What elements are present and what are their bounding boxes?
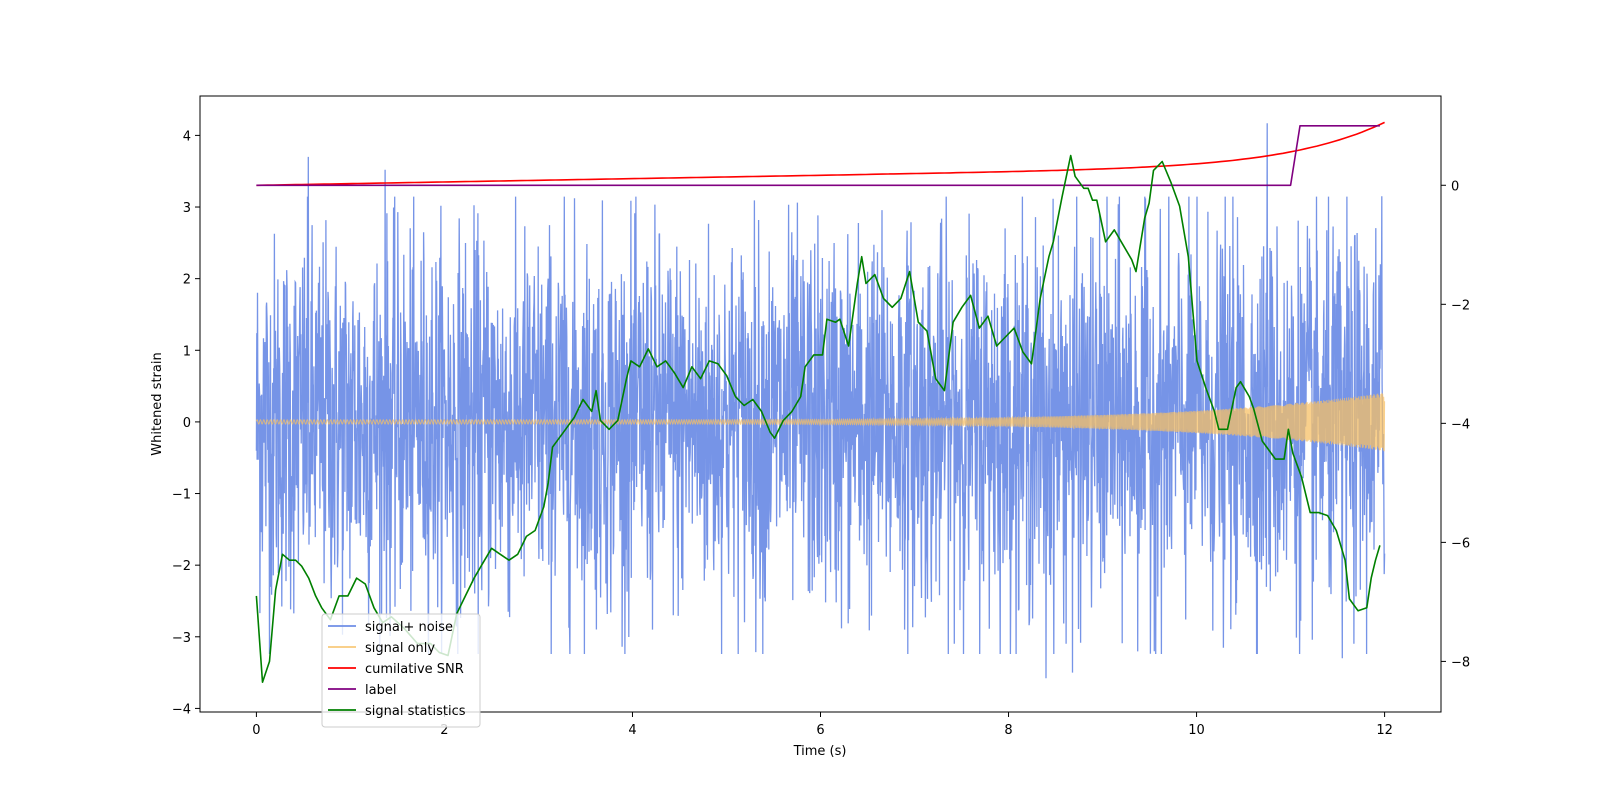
y2-tick-label: −4: [1451, 417, 1470, 432]
legend-entry-label: label: [365, 683, 396, 698]
legend-entry-label: signal statistics: [365, 704, 466, 719]
x-axis-label: Time (s): [793, 744, 847, 759]
y-tick-label: 1: [183, 344, 191, 359]
x-tick-label: 0: [252, 723, 260, 738]
y-tick-label: −4: [172, 702, 191, 717]
x-tick-label: 12: [1376, 723, 1393, 738]
legend-box: [321, 613, 481, 728]
series-signal-only-line: [255, 392, 1386, 452]
y-tick-label: 4: [183, 129, 191, 144]
x-tick-label: 6: [816, 723, 824, 738]
y-tick-label: 0: [183, 416, 191, 431]
series-label-line: [256, 125, 1380, 187]
y2-tick-label: 0: [1451, 179, 1459, 194]
x-tick-label: 8: [1004, 723, 1012, 738]
y-axis-label: Whitened strain: [150, 352, 165, 455]
y2-tick-label: −6: [1451, 536, 1470, 551]
x-tick-label: 2: [440, 723, 448, 738]
y2-tick-label: −2: [1451, 298, 1470, 313]
legend-entry-label: signal+ noise: [365, 620, 453, 635]
y-tick-label: 3: [183, 201, 191, 216]
legend: signal+ noise signal only cumilative SNR la…: [321, 613, 481, 728]
series-signal-noise-line: [255, 123, 1386, 679]
y-tick-label: −3: [172, 631, 191, 646]
y2-tick-label: −8: [1451, 655, 1470, 670]
y-tick-label: −2: [172, 559, 191, 574]
legend-entry-label: signal only: [365, 641, 435, 656]
x-tick-label: 4: [628, 723, 636, 738]
series-signal-statistics-line: [255, 154, 1381, 683]
y-tick-label: 2: [183, 273, 191, 288]
x-tick-label: 10: [1188, 723, 1205, 738]
series-cumulative-snr-line: [256, 121, 1385, 187]
plot-area: [255, 121, 1386, 683]
y-tick-label: −1: [172, 488, 191, 503]
legend-entry-label: cumilative SNR: [365, 662, 464, 677]
